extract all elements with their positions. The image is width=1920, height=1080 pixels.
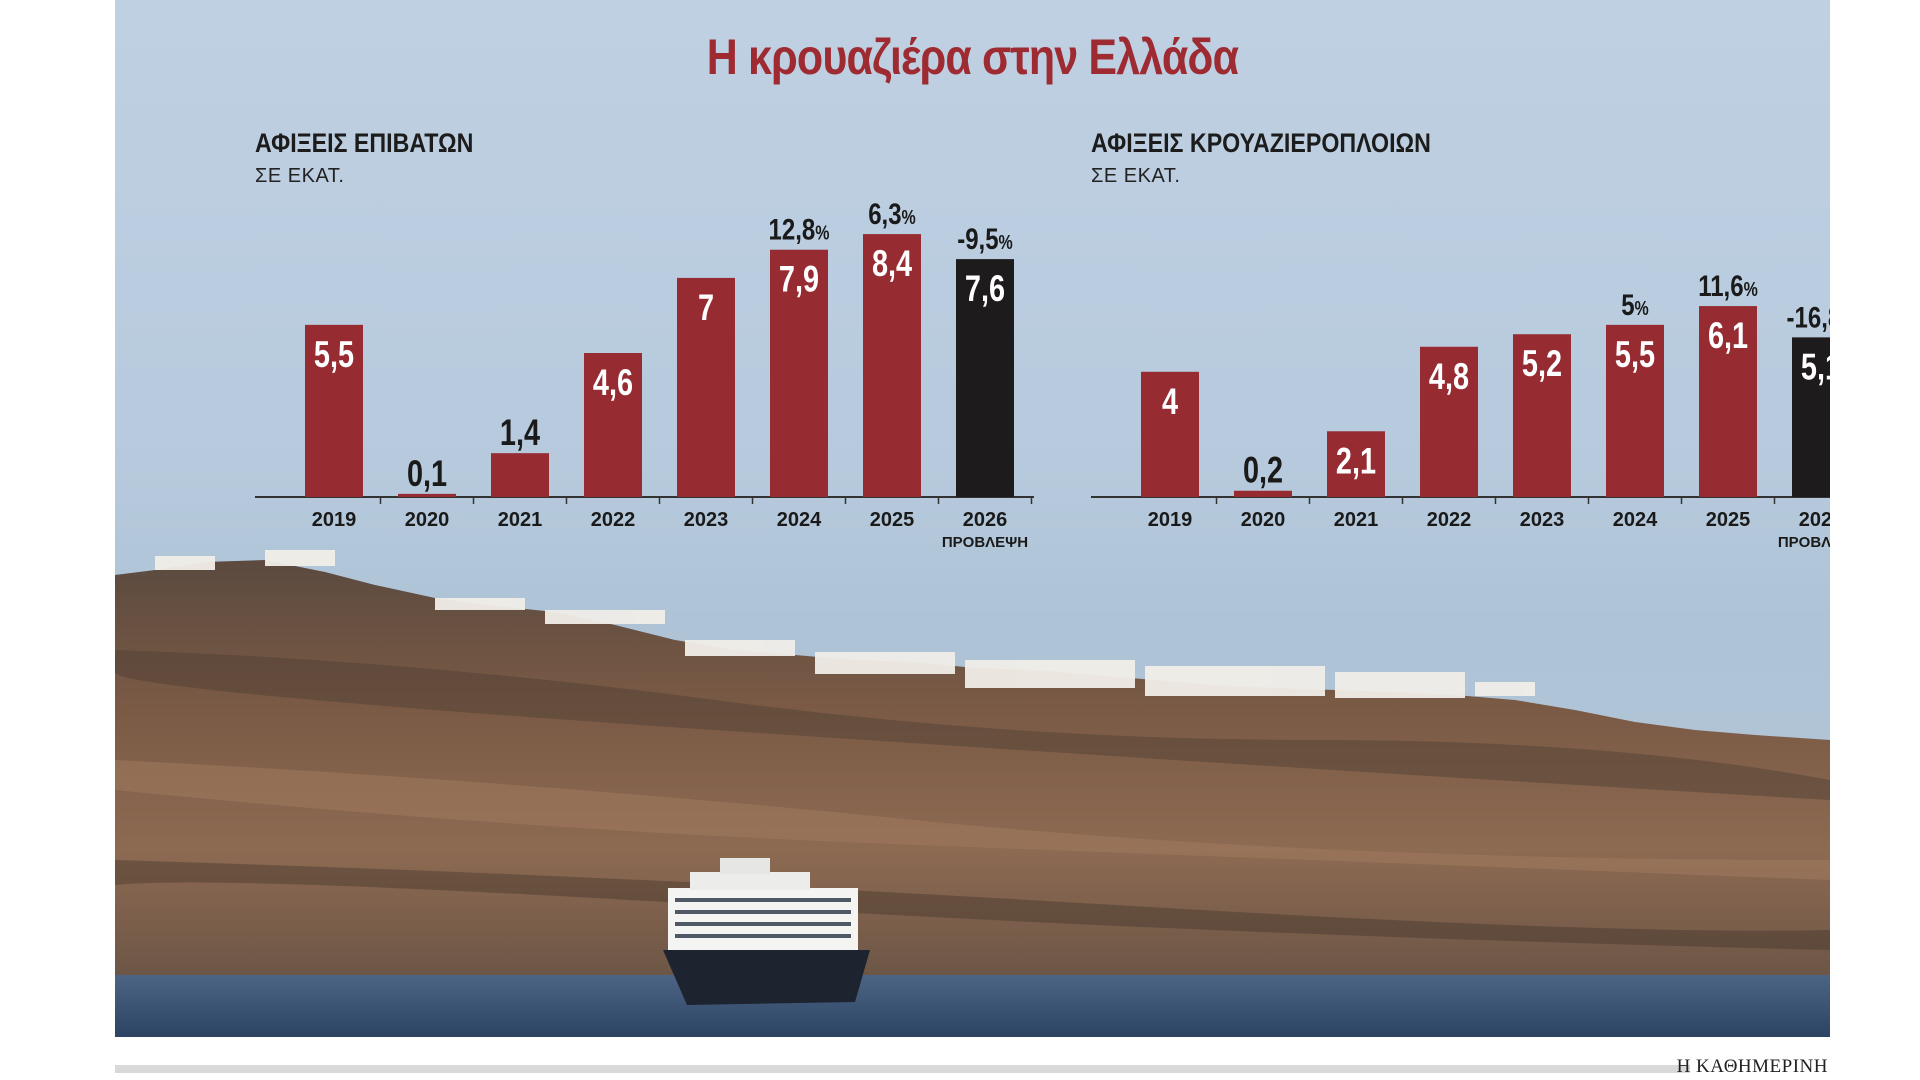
forecast-label: ΠΡΟΒΛΕΨΗ [942,534,1028,551]
bar [398,493,456,497]
data-label: 7,6 [965,269,1005,310]
x-tick-label: 2019 [1148,509,1193,531]
bar [956,259,1014,497]
bar [1792,337,1830,497]
data-label: 7,9 [779,259,819,300]
santorini-background-illustration [115,550,1830,1037]
x-tick-label: 2020 [405,509,450,531]
bar [1699,306,1757,497]
x-tick-label: 2026 [963,509,1008,531]
forecast-label: ΠΡΟΒΛΕΨΗ [1778,534,1830,551]
x-tick-label: 2025 [870,509,915,531]
x-tick-label: 2024 [1613,509,1658,531]
chart-subtitle: ΣΕ ΕΚΑΤ. [255,165,345,187]
change-label: -9,5% [957,222,1013,256]
change-label: -16,8% [1787,300,1830,334]
bar [1513,334,1571,497]
x-tick-label: 2026 [1799,509,1830,531]
data-label: 5,5 [314,335,354,376]
x-tick-label: 2021 [498,509,543,531]
data-label: 0,1 [407,454,447,495]
x-tick-label: 2022 [591,509,636,531]
chart-title: ΑΦΙΞΕΙΣ ΕΠΙΒΑΤΩΝ [255,128,474,158]
bar [1606,324,1664,497]
chart-title: ΑΦΙΞΕΙΣ ΚΡΟΥΑΖΙΕΡΟΠΛΟΙΩΝ [1091,128,1431,158]
chart-plot-area: 5,5 2019 0,1 2020 1,4 2021 4,6 2022 7 2023 7,9 12,8… [255,196,1034,551]
bar [770,249,828,497]
cruise-ship [663,858,870,1005]
x-tick-label: 2023 [684,509,729,531]
chart-plot-area: 4 2019 0,2 2020 2,1 2021 4,8 2022 5,2 2023 5,5 5% 20… [1091,268,1830,551]
data-label: 7 [698,288,714,329]
bar [584,353,642,497]
page-title: Η κρουαζιέρα στην Ελλάδα [706,29,1239,85]
x-tick-label: 2023 [1520,509,1565,531]
bar [1327,431,1385,497]
x-tick-label: 2020 [1241,509,1286,531]
data-label: 4 [1162,381,1179,422]
change-label: 6,3% [868,196,916,230]
footer-brand: Η ΚΑΘΗΜΕΡΙΝΗ [1676,1056,1828,1077]
data-label: 5,1 [1801,347,1830,388]
x-tick-label: 2019 [312,509,357,531]
x-tick-label: 2022 [1427,509,1472,531]
bar [1420,346,1478,497]
data-label: 0,2 [1243,450,1283,491]
change-label: 11,6% [1698,268,1758,302]
data-label: 4,8 [1429,356,1469,397]
data-label: 1,4 [500,413,541,454]
bar [1141,371,1199,497]
data-label: 2,1 [1336,441,1376,482]
x-tick-label: 2024 [777,509,822,531]
x-tick-label: 2025 [1706,509,1751,531]
data-label: 4,6 [593,363,633,404]
bar [491,453,549,497]
bar [863,234,921,497]
infographic-poster: Η κρουαζιέρα στην Ελλάδα ΑΦΙΞΕΙΣ ΕΠΙΒΑΤΩ… [115,0,1830,1037]
change-label: 12,8% [769,212,830,246]
data-label: 8,4 [872,244,913,285]
chart-subtitle: ΣΕ ΕΚΑΤ. [1091,165,1181,187]
bar [1234,490,1292,497]
data-label: 6,1 [1708,316,1748,357]
bar [305,324,363,497]
change-label: 5% [1621,287,1649,321]
bar [677,277,735,497]
data-label: 5,2 [1522,344,1562,385]
footer-rule [115,1065,1690,1073]
x-tick-label: 2021 [1334,509,1379,531]
data-label: 5,5 [1615,335,1655,376]
